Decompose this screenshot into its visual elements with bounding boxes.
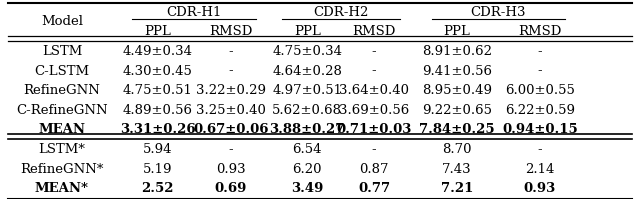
Text: 4.89±0.56: 4.89±0.56 [122,104,193,117]
Text: 3.49: 3.49 [291,182,323,195]
Text: 0.93: 0.93 [524,182,556,195]
Text: 2.52: 2.52 [141,182,173,195]
Text: LSTM: LSTM [42,45,82,58]
Text: 3.69±0.56: 3.69±0.56 [339,104,410,117]
Text: RefineGNN*: RefineGNN* [20,163,104,176]
Text: 7.43: 7.43 [442,163,472,176]
Text: 0.94±0.15: 0.94±0.15 [502,123,578,136]
Text: CDR-H2: CDR-H2 [313,6,369,19]
Text: MEAN: MEAN [38,123,85,136]
Text: -: - [372,45,376,58]
Text: 3.25±0.40: 3.25±0.40 [196,104,266,117]
Text: 6.54: 6.54 [292,143,322,156]
Text: -: - [228,45,233,58]
Text: PPL: PPL [294,25,321,38]
Text: -: - [372,64,376,78]
Text: 6.22±0.59: 6.22±0.59 [505,104,575,117]
Text: 0.67±0.06: 0.67±0.06 [193,123,269,136]
Text: 2.14: 2.14 [525,163,554,176]
Text: 4.75±0.34: 4.75±0.34 [272,45,342,58]
Text: -: - [228,64,233,78]
Text: 0.69: 0.69 [214,182,247,195]
Text: 4.64±0.28: 4.64±0.28 [272,64,342,78]
Text: PPL: PPL [444,25,470,38]
Text: 0.77: 0.77 [358,182,390,195]
Text: CDR-H3: CDR-H3 [470,6,526,19]
Text: 4.75±0.51: 4.75±0.51 [123,84,193,97]
Text: 0.87: 0.87 [360,163,389,176]
Text: LSTM*: LSTM* [38,143,85,156]
Text: 8.95±0.49: 8.95±0.49 [422,84,492,97]
Text: MEAN*: MEAN* [35,182,89,195]
Text: -: - [228,143,233,156]
Text: 3.22±0.29: 3.22±0.29 [196,84,266,97]
Text: 6.00±0.55: 6.00±0.55 [505,84,575,97]
Text: -: - [538,45,542,58]
Text: 3.64±0.40: 3.64±0.40 [339,84,409,97]
Text: Model: Model [41,16,83,28]
Text: RMSD: RMSD [209,25,252,38]
Text: 9.41±0.56: 9.41±0.56 [422,64,492,78]
Text: C-RefineGNN: C-RefineGNN [16,104,108,117]
Text: 9.22±0.65: 9.22±0.65 [422,104,492,117]
Text: C-LSTM: C-LSTM [35,64,90,78]
Text: 4.97±0.51: 4.97±0.51 [272,84,342,97]
Text: 5.19: 5.19 [143,163,172,176]
Text: RMSD: RMSD [353,25,396,38]
Text: CDR-H1: CDR-H1 [166,6,222,19]
Text: PPL: PPL [144,25,171,38]
Text: 7.84±0.25: 7.84±0.25 [419,123,495,136]
Text: 5.62±0.68: 5.62±0.68 [272,104,342,117]
Text: 0.93: 0.93 [216,163,246,176]
Text: 8.91±0.62: 8.91±0.62 [422,45,492,58]
Text: RefineGNN: RefineGNN [24,84,100,97]
Text: 4.30±0.45: 4.30±0.45 [123,64,193,78]
Text: 0.71±0.03: 0.71±0.03 [337,123,412,136]
Text: -: - [538,143,542,156]
Text: -: - [538,64,542,78]
Text: 3.31±0.26: 3.31±0.26 [120,123,195,136]
Text: RMSD: RMSD [518,25,561,38]
Text: 7.21: 7.21 [441,182,473,195]
Text: -: - [372,143,376,156]
Text: 8.70: 8.70 [442,143,472,156]
Text: 5.94: 5.94 [143,143,172,156]
Text: 4.49±0.34: 4.49±0.34 [122,45,193,58]
Text: 6.20: 6.20 [292,163,322,176]
Text: 3.88±0.27: 3.88±0.27 [269,123,345,136]
